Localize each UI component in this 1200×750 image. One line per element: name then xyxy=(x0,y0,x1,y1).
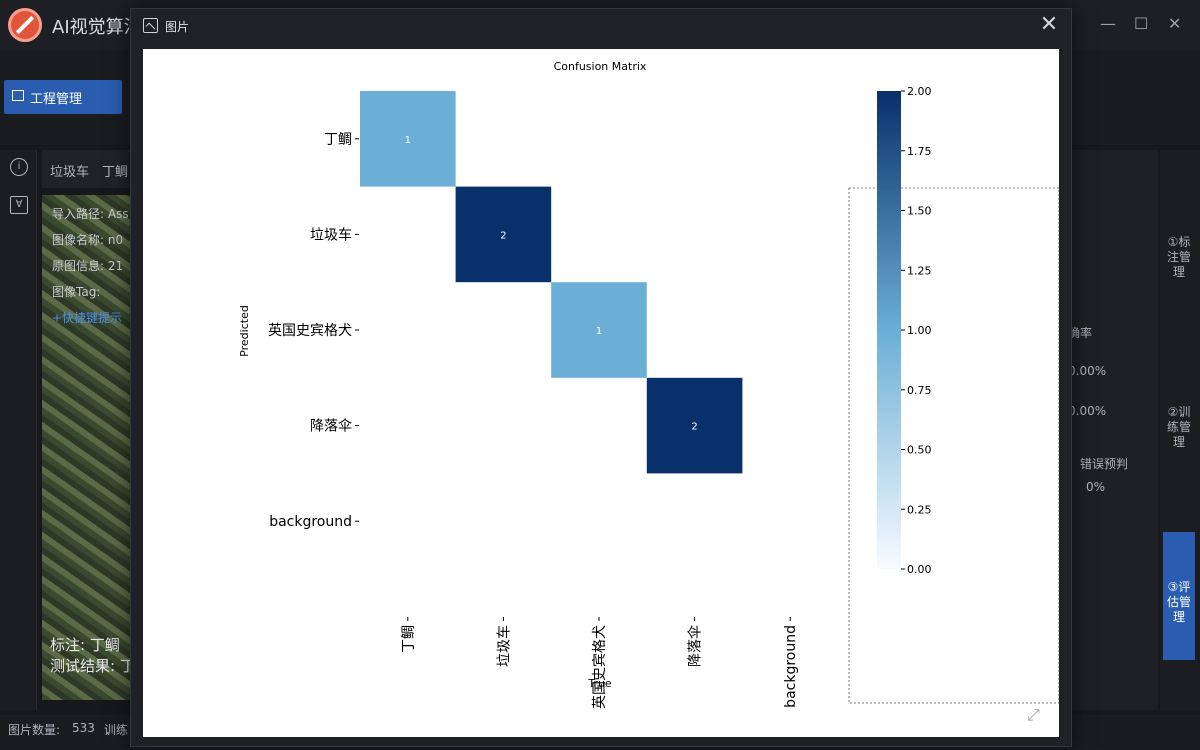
matrix-cell xyxy=(455,186,552,283)
y-tick-label: background xyxy=(269,514,352,530)
accuracy-row: 0.00% xyxy=(1068,404,1107,418)
colorbar-tick-label: 2.00 xyxy=(907,85,932,98)
expand-icon[interactable]: ⤢ xyxy=(1027,705,1040,724)
selection-box xyxy=(848,187,1060,704)
modal-header: 图片 ✕ xyxy=(131,9,1071,43)
colorbar-tick-label: 0.50 xyxy=(907,444,932,457)
shortcut-hint-link[interactable]: +快捷键提示 xyxy=(52,311,123,325)
app-logo-icon xyxy=(8,8,42,42)
filter-icon[interactable]: ∀ xyxy=(10,196,28,214)
colorbar-tick-label: 1.50 xyxy=(907,205,932,218)
image-count-label: 图片数量: xyxy=(8,723,61,737)
preview-image xyxy=(42,195,142,700)
test-result-label: 测试结果: 丁 xyxy=(50,657,135,675)
train-label: 训练 xyxy=(104,723,129,737)
close-icon[interactable]: ✕ xyxy=(1039,12,1059,37)
annotation-label: 标注: 丁鲷 xyxy=(50,636,120,654)
tab-training[interactable]: ②训练管理 xyxy=(1166,405,1191,449)
image-tag: 图像Tag: xyxy=(52,285,101,299)
x-tick-label: 英国史宾格犬 xyxy=(591,625,608,709)
minimize-icon[interactable]: — xyxy=(1100,14,1116,33)
image-modal: 图片 ✕ Confusion Matrix Predicted True 1 2 1… xyxy=(130,8,1072,747)
colorbar-tick-label: 0.75 xyxy=(907,384,932,397)
image-info: 原图信息: 21 xyxy=(52,259,124,273)
import-path: 导入路径: Ass xyxy=(52,207,129,221)
cell-value-label: 1 xyxy=(405,135,411,146)
window-close-icon[interactable]: ✕ xyxy=(1168,14,1182,33)
cell-value-label: 2 xyxy=(691,422,697,433)
accuracy-header: 确率 xyxy=(1068,326,1093,340)
accuracy-row: 0.00% xyxy=(1068,364,1107,378)
filter-bar: 垃圾车 丁鲷 xyxy=(42,150,132,188)
error-value: 0% xyxy=(1086,480,1106,494)
colorbar-tick-label: 0.25 xyxy=(907,503,932,516)
x-tick-label: background xyxy=(783,625,799,708)
filter-tag[interactable]: 垃圾车 xyxy=(50,165,90,180)
modal-title: 图片 xyxy=(165,20,190,34)
image-count-value: 533 xyxy=(72,721,95,735)
cell-value-label: 1 xyxy=(596,326,602,337)
project-button-label: 工程管理 xyxy=(30,90,83,106)
y-tick-label: 降落伞 xyxy=(310,418,352,435)
y-tick-label: 垃圾车 xyxy=(310,226,352,243)
colorbar-tick-label: 0.00 xyxy=(907,563,932,576)
error-label: 错误预判 xyxy=(1080,457,1129,471)
colorbar-tick-label: 1.00 xyxy=(907,324,932,337)
colorbar-tick-label: 1.25 xyxy=(907,264,932,277)
x-tick-label: 丁鲷 xyxy=(401,625,417,653)
matrix-cell xyxy=(646,377,743,474)
filter-tag[interactable]: 丁鲷 xyxy=(102,165,129,180)
colorbar-tick-label: 1.75 xyxy=(907,145,932,158)
left-rail: i ∀ xyxy=(0,150,37,710)
x-tick-label: 垃圾车 xyxy=(495,625,512,667)
matrix-cell xyxy=(360,91,456,187)
info-icon[interactable]: i xyxy=(10,158,28,176)
y-tick-label: 丁鲷 xyxy=(324,132,352,148)
y-tick-label: 英国史宾格犬 xyxy=(268,322,352,339)
colorbar xyxy=(877,91,901,569)
matrix-cell xyxy=(551,282,647,378)
image-icon xyxy=(143,18,158,33)
x-tick-label: 降落伞 xyxy=(687,625,704,667)
maximize-icon[interactable]: ☐ xyxy=(1134,14,1149,33)
x-axis-label: True xyxy=(587,677,612,690)
image-name: 图像名称: n0 xyxy=(52,233,124,247)
tab-evaluation[interactable]: ③评估管理 xyxy=(1163,532,1195,660)
right-panel: 确率 0.00% 0.00% 错误预判 0% xyxy=(1068,150,1158,710)
chart-title: Confusion Matrix xyxy=(554,60,647,73)
tab-annotation[interactable]: ①标注管理 xyxy=(1166,235,1191,279)
project-management-button[interactable]: 工程管理 xyxy=(4,80,122,114)
project-icon xyxy=(12,90,24,101)
y-axis-label: Predicted xyxy=(238,305,251,357)
app-title: AI视觉算法 xyxy=(52,17,142,38)
cell-value-label: 2 xyxy=(500,230,506,241)
